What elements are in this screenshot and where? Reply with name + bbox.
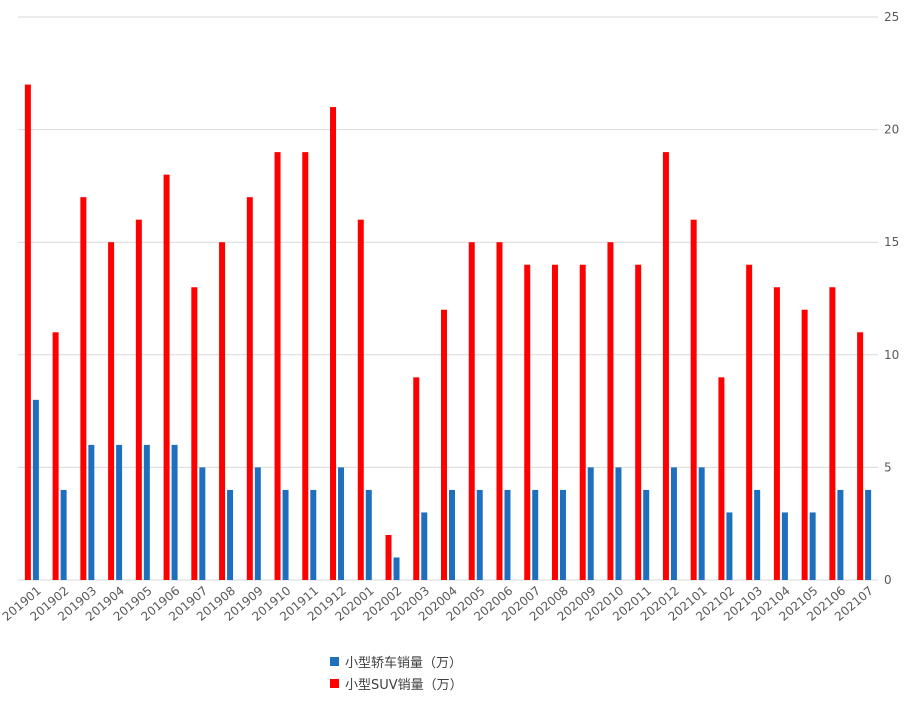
legend-item-sedan[interactable]: 小型轿车销量（万） [330, 650, 463, 672]
bar-suv-202103[interactable] [746, 264, 753, 580]
bar-sedan-202102[interactable] [726, 512, 733, 580]
y-tick-label: 20 [884, 123, 899, 137]
bar-suv-202011[interactable] [635, 264, 642, 580]
bar-sedan-202002[interactable] [393, 557, 400, 580]
bar-suv-201908[interactable] [219, 242, 226, 580]
bar-sedan-202011[interactable] [643, 489, 650, 580]
gridlines [18, 16, 878, 581]
bar-sedan-201912[interactable] [338, 467, 345, 580]
bar-suv-201912[interactable] [330, 107, 337, 580]
bar-suv-202004[interactable] [441, 309, 447, 580]
bar-sedan-201901[interactable] [32, 399, 39, 580]
bar-sedan-202005[interactable] [476, 489, 483, 580]
bar-suv-202104[interactable] [773, 287, 780, 580]
bar-sedan-202107[interactable] [865, 489, 872, 580]
bar-sedan-202101[interactable] [698, 467, 705, 580]
bar-sedan-201908[interactable] [227, 489, 234, 580]
bar-sedan-201903[interactable] [88, 444, 95, 580]
bar-series [24, 84, 872, 580]
bar-sedan-202001[interactable] [365, 489, 372, 580]
bar-suv-202007[interactable] [524, 264, 531, 580]
bar-suv-201910[interactable] [274, 152, 281, 580]
x-axis-ticks: 2019012019022019032019042019052019062019… [0, 584, 876, 624]
bar-suv-202002[interactable] [385, 534, 392, 580]
bar-suv-201906[interactable] [163, 174, 170, 580]
legend-label-sedan: 小型轿车销量（万） [345, 655, 463, 671]
legend-swatch-suv [330, 678, 339, 688]
bar-sedan-202004[interactable] [449, 489, 455, 580]
bar-suv-202010[interactable] [607, 242, 614, 580]
y-tick-label: 0 [884, 573, 892, 587]
bar-suv-202101[interactable] [690, 219, 697, 580]
bar-sedan-201909[interactable] [254, 467, 261, 580]
bar-suv-202105[interactable] [801, 309, 808, 580]
bar-suv-202005[interactable] [468, 242, 475, 580]
bar-sedan-202012[interactable] [670, 467, 677, 580]
bar-suv-201907[interactable] [191, 287, 198, 580]
y-tick-label: 25 [884, 10, 899, 24]
bar-sedan-202010[interactable] [615, 467, 622, 580]
bar-suv-202106[interactable] [829, 287, 836, 580]
bar-sedan-201911[interactable] [310, 489, 317, 580]
bar-suv-202107[interactable] [857, 332, 864, 580]
bar-suv-202003[interactable] [413, 377, 420, 580]
legend-label-suv: 小型SUV销量（万） [345, 677, 463, 693]
bar-sedan-201906[interactable] [171, 444, 178, 580]
bar-suv-201903[interactable] [80, 197, 87, 580]
bar-suv-201904[interactable] [108, 242, 115, 580]
bar-sedan-201905[interactable] [143, 444, 150, 580]
bar-sedan-202009[interactable] [587, 467, 594, 580]
bar-sedan-202007[interactable] [532, 489, 539, 580]
legend-item-suv[interactable]: 小型SUV销量（万） [330, 672, 463, 694]
bar-sedan-202105[interactable] [809, 512, 816, 580]
bar-suv-202001[interactable] [357, 219, 364, 580]
bar-suv-201902[interactable] [52, 332, 59, 580]
bar-suv-202006[interactable] [496, 242, 503, 580]
bar-sedan-201907[interactable] [199, 467, 206, 580]
bar-suv-201905[interactable] [135, 219, 142, 580]
bar-sedan-202103[interactable] [754, 489, 761, 580]
bar-sedan-202008[interactable] [559, 489, 566, 580]
y-tick-label: 10 [884, 348, 899, 362]
bar-suv-202009[interactable] [579, 264, 586, 580]
bar-sedan-202104[interactable] [781, 512, 788, 580]
bar-sedan-201902[interactable] [60, 489, 67, 580]
bar-suv-202012[interactable] [662, 152, 669, 580]
y-axis-ticks: 0 5 10 15 20 25 [884, 10, 899, 587]
bar-sedan-202106[interactable] [837, 489, 844, 580]
bar-sedan-202006[interactable] [504, 489, 511, 580]
y-tick-label: 5 [884, 460, 892, 474]
bar-suv-201911[interactable] [302, 152, 309, 580]
bar-suv-202008[interactable] [551, 264, 558, 580]
y-tick-label: 15 [884, 235, 899, 249]
bar-suv-201909[interactable] [246, 197, 253, 580]
bar-suv-202102[interactable] [718, 377, 725, 580]
bar-sedan-201904[interactable] [116, 444, 123, 580]
chart-legend: 小型轿车销量（万） 小型SUV销量（万） [330, 650, 463, 694]
bar-suv-201901[interactable] [24, 84, 31, 580]
bar-sedan-202003[interactable] [421, 512, 428, 580]
bar-sedan-201910[interactable] [282, 489, 289, 580]
legend-swatch-sedan [330, 656, 339, 666]
